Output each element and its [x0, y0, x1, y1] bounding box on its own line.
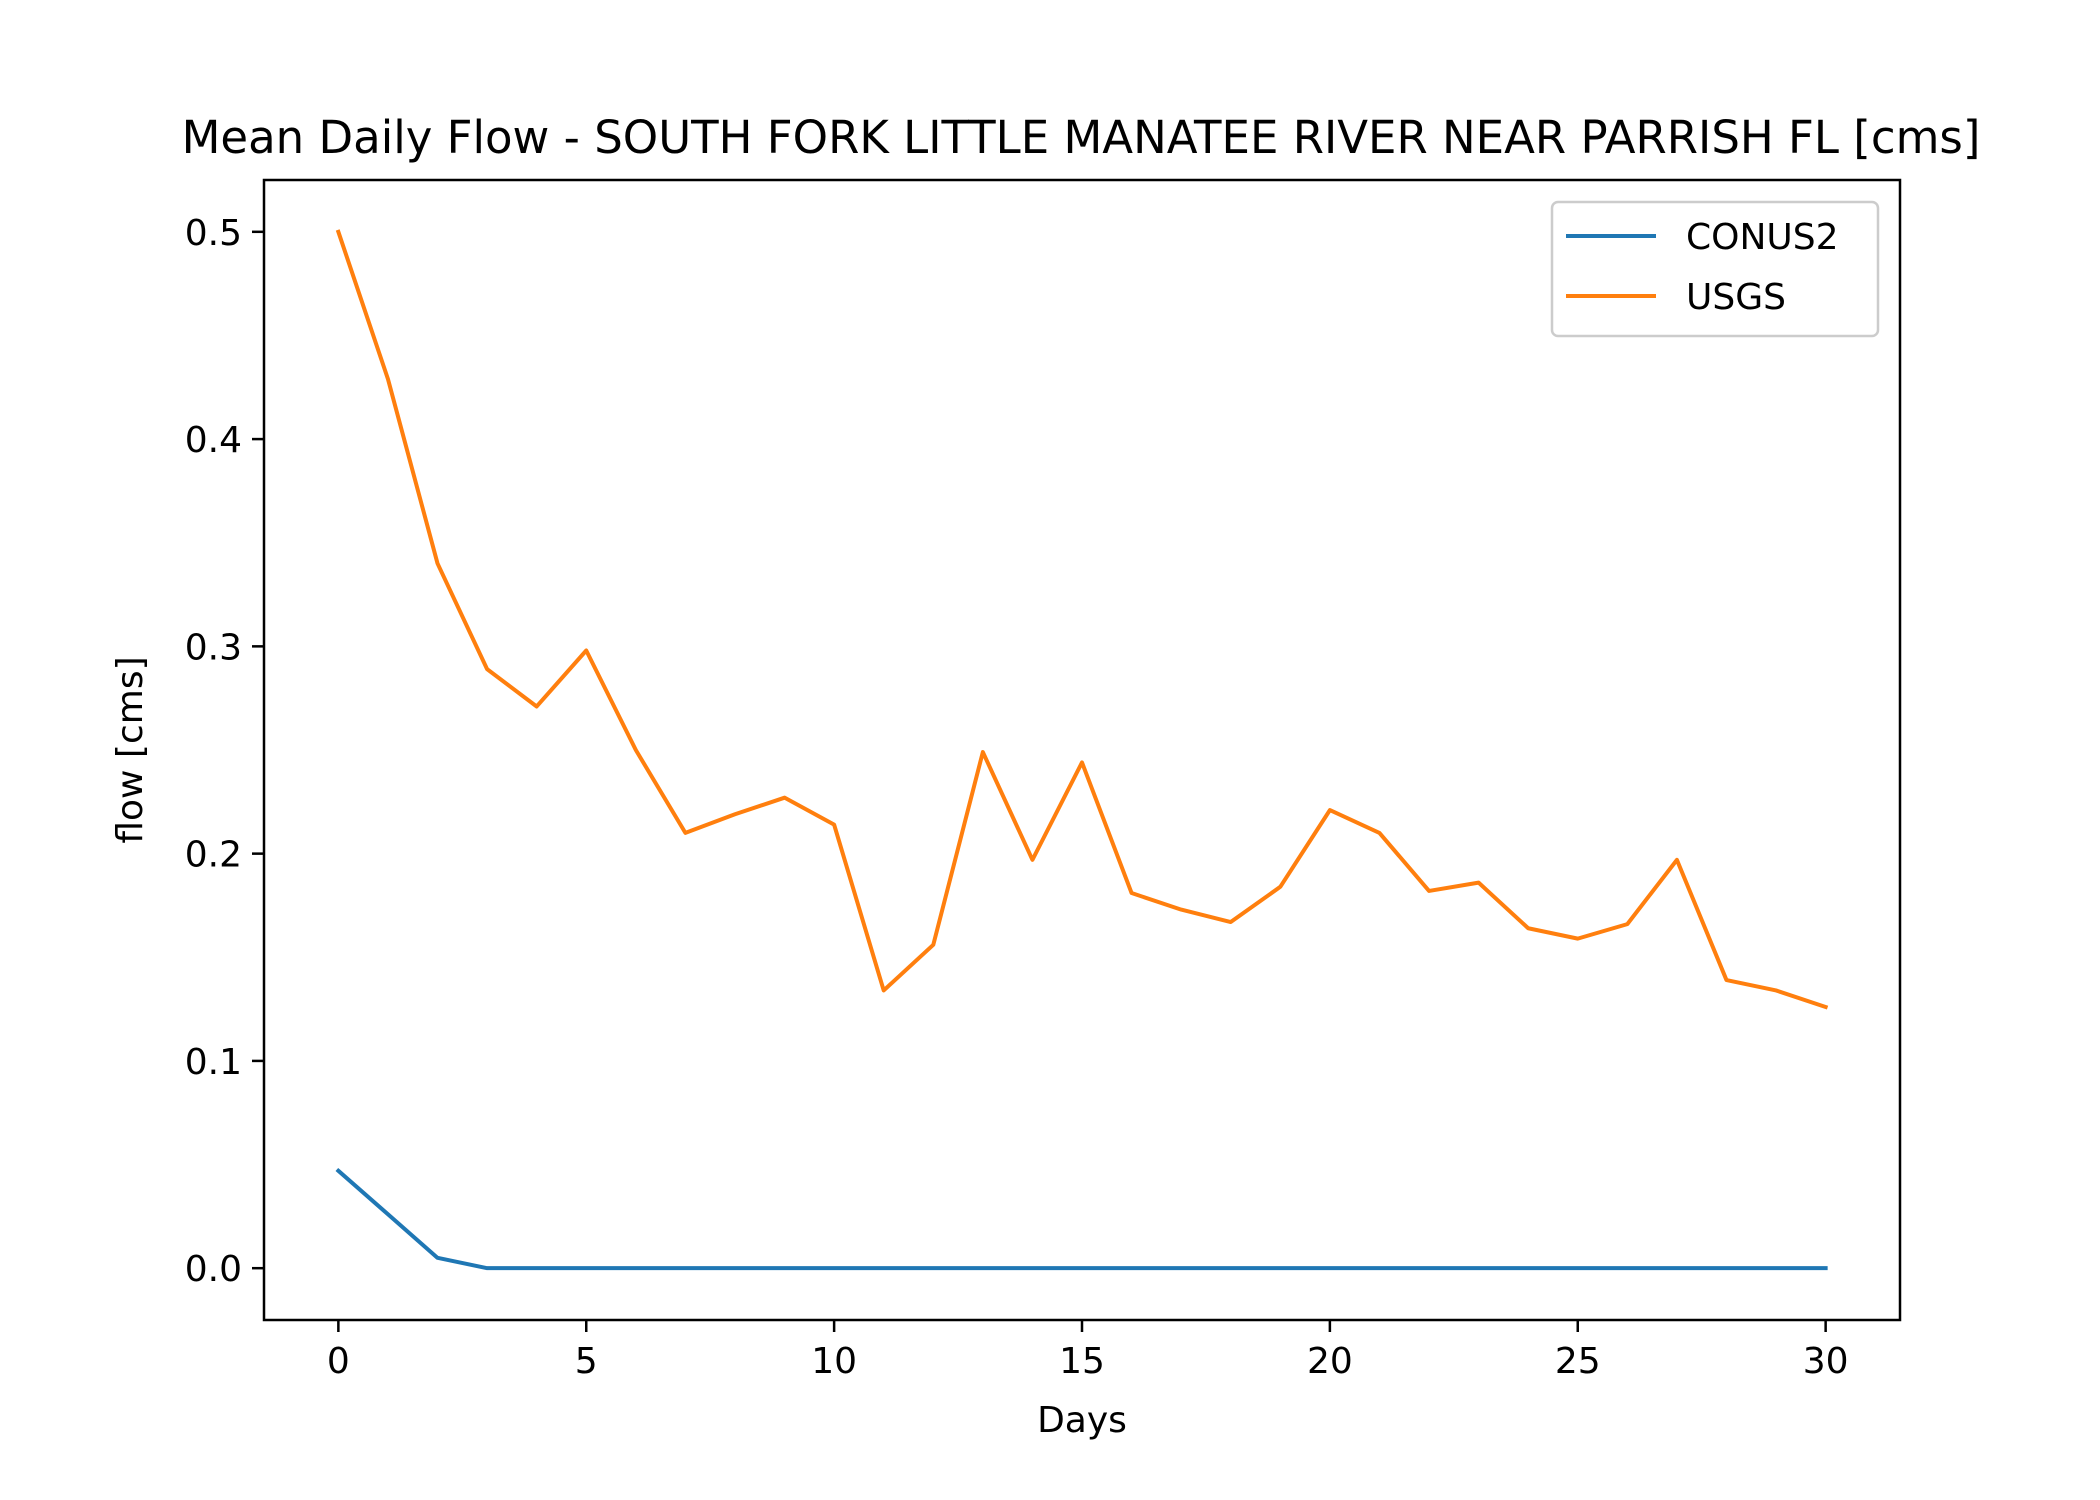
legend: CONUS2 USGS	[1550, 200, 1880, 338]
x-tick-label: 10	[811, 1341, 857, 1382]
x-tick-label: 30	[1803, 1341, 1849, 1382]
legend-label-conus2: CONUS2	[1686, 217, 1839, 258]
y-axis: 0.0 0.1 0.2 0.3 0.4 0.5	[185, 213, 264, 1290]
y-tick-label: 0.3	[185, 627, 242, 668]
y-tick-label: 0.2	[185, 835, 242, 876]
series-line-usgs	[335, 229, 1829, 1010]
y-axis-label: flow [cms]	[110, 656, 151, 843]
x-tick-label: 5	[575, 1341, 598, 1382]
x-tick-label: 0	[327, 1341, 350, 1382]
y-tick-label: 0.0	[185, 1249, 242, 1290]
series-line-conus2	[335, 1167, 1828, 1271]
y-tick-label: 0.4	[185, 420, 242, 461]
y-tick-label: 0.1	[185, 1042, 242, 1083]
legend-label-usgs: USGS	[1686, 277, 1786, 318]
x-tick-label: 20	[1307, 1341, 1353, 1382]
x-axis-label: Days	[1037, 1400, 1127, 1441]
x-tick-label: 15	[1059, 1341, 1105, 1382]
x-tick-label: 25	[1555, 1341, 1601, 1382]
chart-title: Mean Daily Flow - SOUTH FORK LITTLE MANA…	[182, 111, 1981, 164]
series-layer	[335, 229, 1829, 1271]
x-axis: 0 5 10 15 20 25 30	[327, 1320, 1849, 1382]
y-tick-label: 0.5	[185, 213, 242, 254]
